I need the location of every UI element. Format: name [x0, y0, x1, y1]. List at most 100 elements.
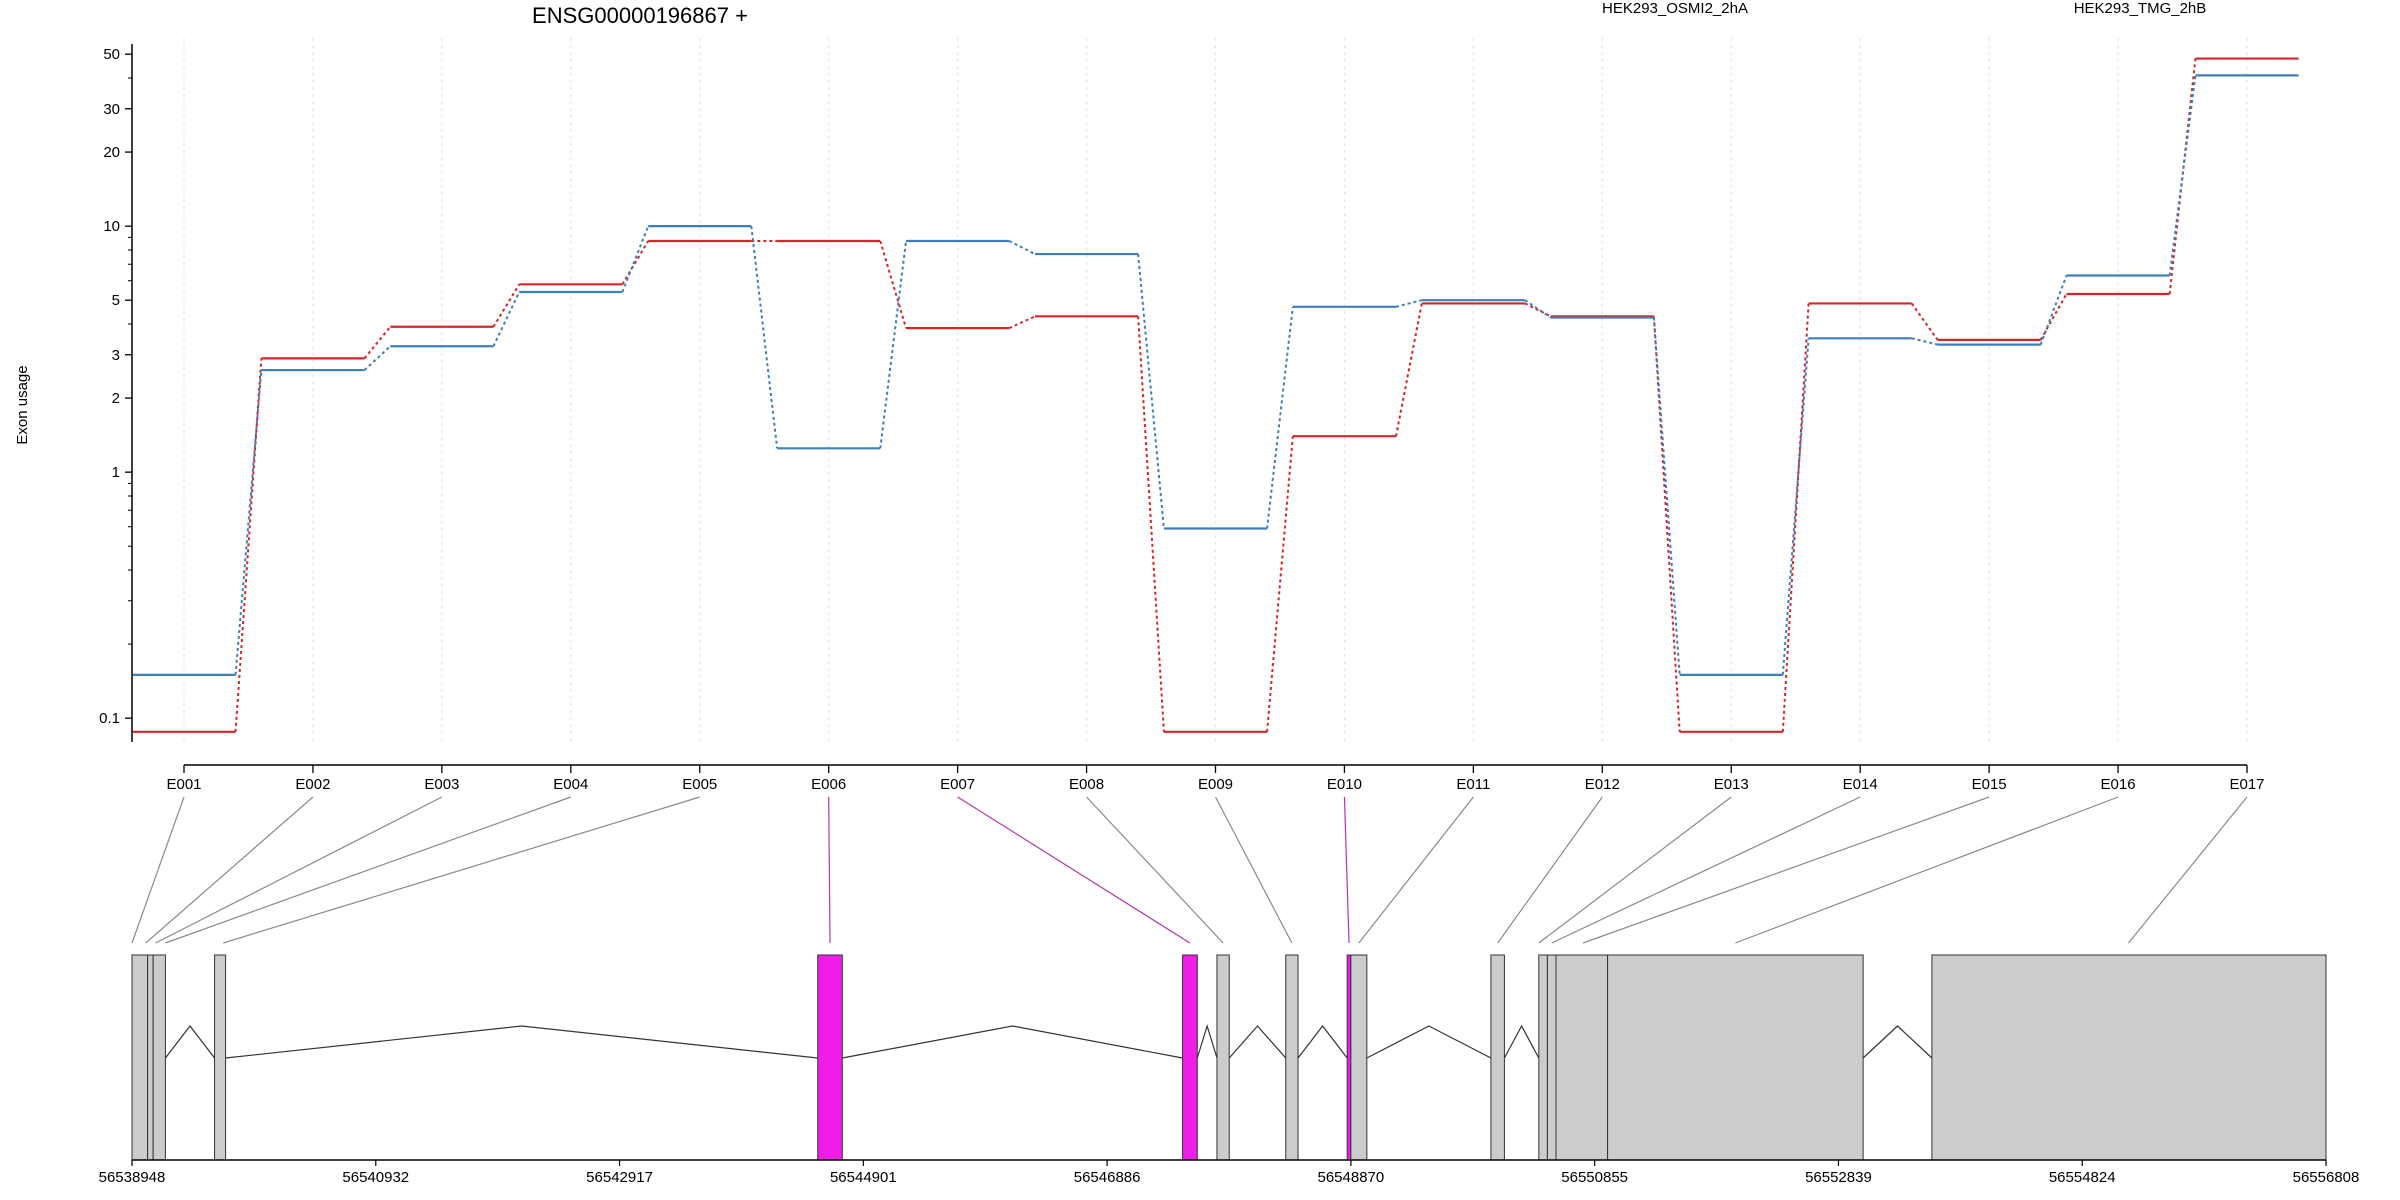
x-tick-label-e004: E004 [553, 776, 588, 793]
exon-mapping-line [145, 796, 314, 944]
intron-connector [1297, 1025, 1348, 1059]
series-2-connector [1008, 240, 1036, 255]
exon-block [214, 954, 227, 1161]
coordinate-tick-label: 56544901 [830, 1169, 897, 1186]
exon-mapping-line [1735, 796, 2119, 944]
exon-block [147, 954, 154, 1161]
exon-mapping-line [828, 796, 831, 944]
series-2-connector [1395, 299, 1423, 308]
y-tick-label: 10 [103, 218, 120, 235]
exon-mapping-line [222, 796, 700, 944]
coordinate-tick-label: 56538948 [99, 1169, 166, 1186]
exon-block [131, 954, 149, 1161]
series-1-connector [234, 358, 263, 732]
series-1-connector [1395, 303, 1423, 437]
x-tick-label-e013: E013 [1714, 776, 1749, 793]
x-tick-label-e010: E010 [1327, 776, 1362, 793]
exon-block [1555, 954, 1609, 1161]
series-2-connector [1266, 306, 1294, 529]
series-2-connector [363, 345, 391, 371]
intron-connector [1228, 1025, 1287, 1059]
chart-title: ENSG00000196867 + [532, 3, 748, 28]
series-2-connector [1781, 338, 1810, 675]
exon-block [1490, 954, 1505, 1161]
exon-block-highlighted [1346, 954, 1352, 1161]
exon-mapping-line [131, 796, 185, 944]
y-tick-label: 1 [112, 464, 120, 481]
exon-block [1216, 954, 1230, 1161]
exon-block [1538, 954, 1548, 1161]
series-1-connector [1137, 316, 1165, 732]
y-tick-label: 20 [103, 144, 120, 161]
x-tick-label-e002: E002 [295, 776, 330, 793]
y-tick-label: 2 [112, 390, 120, 407]
series-1-connector [879, 240, 908, 329]
series-2-connector [1911, 337, 1938, 346]
coordinate-tick-label: 56542917 [586, 1169, 653, 1186]
exon-mapping-line [1582, 796, 1990, 944]
coordinate-tick-label: 56548870 [1318, 1169, 1385, 1186]
exon-block [1350, 954, 1368, 1161]
exon-mapping-line [1343, 796, 1350, 944]
intron-connector [842, 1025, 1183, 1059]
x-tick-label-e017: E017 [2229, 776, 2264, 793]
y-tick-label: 50 [103, 46, 120, 63]
coordinate-tick-label: 56552839 [1805, 1169, 1872, 1186]
intron-connector [1862, 1025, 1933, 1059]
y-axis: 0.1 1 2 3 5 10 20 30 50 [99, 44, 133, 742]
y-tick-label: 3 [112, 347, 120, 364]
exon-block [1931, 954, 2327, 1161]
x-axis: E001 E002 E003 E004 E005 E006 E007 E008 E009 E010… [166, 764, 2265, 793]
exon-mapping-line [155, 796, 443, 944]
exon-mapping-line [1497, 796, 1603, 944]
x-tick-label-e001: E001 [166, 776, 201, 793]
coordinate-tick-label: 56546886 [1074, 1169, 1141, 1186]
coordinate-tick-label: 56556808 [2293, 1169, 2360, 1186]
x-tick-label-e009: E009 [1198, 776, 1233, 793]
series-1 [132, 57, 2299, 733]
series-2-connector [621, 225, 650, 293]
series-lines [132, 57, 2299, 733]
series-2-connector [2039, 275, 2068, 345]
gene-model [131, 954, 2327, 1161]
exon-block [1546, 954, 1557, 1161]
intron-connector [1196, 1023, 1218, 1059]
series-1-connector [363, 326, 392, 360]
x-tick-label-e003: E003 [424, 776, 459, 793]
series-2-connector [234, 369, 263, 675]
series-1-connector [2168, 58, 2197, 295]
legend-entry-series-2: HEK293_TMG_2hB [2074, 0, 2207, 17]
x-tick-label-e015: E015 [1972, 776, 2007, 793]
intron-connector [164, 1025, 216, 1059]
exon-mapping-lines [131, 796, 2248, 944]
intron-connector [1366, 1025, 1492, 1059]
exon-block-highlighted [817, 954, 843, 1161]
y-tick-label: 0.1 [99, 710, 120, 727]
series-2-connector [879, 240, 908, 449]
exon-mapping-line [2128, 796, 2248, 944]
exon-mapping-line [957, 796, 1191, 944]
series-2-connector [1137, 253, 1165, 529]
exon-mapping-line [1538, 796, 1732, 944]
x-tick-label-e016: E016 [2101, 776, 2136, 793]
genomic-coordinate-axis: 56538948 56540932 56542917 56544901 56546886… [99, 1159, 2360, 1186]
intron-connector [225, 1025, 818, 1059]
exon-block [1285, 954, 1299, 1161]
exon-mapping-line [1214, 796, 1293, 944]
x-tick-label-e014: E014 [1843, 776, 1878, 793]
coordinate-tick-label: 56554824 [2049, 1169, 2116, 1186]
x-tick-label-e006: E006 [811, 776, 846, 793]
series-1-connector [621, 240, 650, 285]
y-axis-label: Exon usage [14, 365, 31, 444]
exon-mapping-line [1086, 796, 1224, 944]
exon-block [152, 954, 166, 1161]
exon-mapping-line [1358, 796, 1474, 944]
exon-block-highlighted [1182, 954, 1198, 1161]
y-tick-label: 5 [112, 292, 120, 309]
exon-mapping-line [1551, 796, 1861, 944]
series-1-connector [1008, 315, 1036, 330]
intron-connector [1503, 1024, 1540, 1059]
legend-entry-series-1: HEK293_OSMI2_2hA [1602, 0, 1748, 17]
